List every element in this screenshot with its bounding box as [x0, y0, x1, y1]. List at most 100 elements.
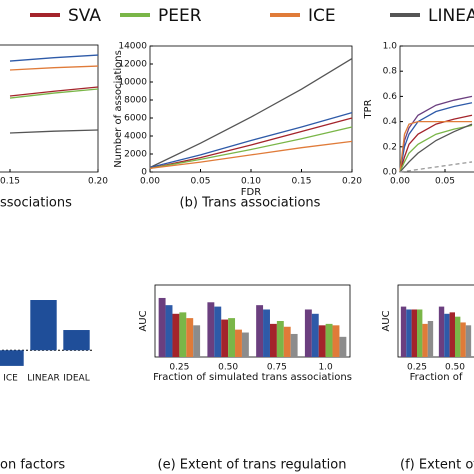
y-tick-label: 4000	[124, 132, 147, 142]
y-tick-label: 12000	[118, 60, 147, 70]
x-tick-label: 0.05	[435, 177, 455, 187]
bar	[179, 312, 187, 357]
x-tick-label: 0.75	[267, 363, 287, 373]
bar	[318, 325, 326, 357]
series-line	[399, 161, 473, 173]
bar	[455, 316, 461, 357]
x-axis-label: Fraction of	[410, 372, 463, 383]
bar	[325, 323, 333, 357]
bar	[438, 306, 445, 357]
y-tick-label: 0.6	[383, 92, 398, 102]
plot-frame	[399, 45, 474, 173]
y-tick-label: 2000	[124, 150, 147, 160]
bar	[465, 325, 472, 357]
bar	[172, 313, 180, 357]
bar	[411, 309, 417, 357]
bar	[207, 302, 215, 357]
bar	[63, 330, 90, 351]
series-line	[9, 129, 99, 134]
series-line	[9, 86, 99, 97]
x-tick-label: 0.10	[241, 177, 261, 187]
bar	[417, 309, 423, 357]
bar	[256, 305, 264, 357]
bar	[221, 319, 229, 357]
bar	[165, 305, 173, 357]
plot-frame	[154, 284, 351, 358]
x-tick-label: 0.25	[407, 363, 427, 373]
series-line	[149, 140, 353, 170]
x-axis-label: Fraction of simulated trans associations	[153, 372, 352, 383]
series-line	[399, 123, 473, 173]
bar	[460, 322, 466, 357]
series-line	[149, 117, 353, 170]
bar	[304, 309, 312, 357]
y-tick-label: 1.0	[383, 42, 398, 52]
x-tick-label: 0.15	[291, 177, 311, 187]
y-axis-label: Number of associations	[113, 50, 124, 168]
legend-label: SVA	[68, 6, 101, 26]
x-tick-label: 0.50	[218, 363, 238, 373]
x-tick-label: 1.0	[318, 363, 333, 373]
series-line	[9, 88, 99, 99]
bar	[30, 300, 57, 351]
caption: ssociations	[0, 196, 72, 211]
caption: (b) Trans associations	[180, 196, 321, 211]
series-line	[399, 95, 473, 173]
bar	[241, 332, 249, 357]
bar	[0, 350, 24, 366]
x-tick-label: 0.00	[140, 177, 160, 187]
x-axis-label: FDR	[241, 187, 261, 198]
bar	[283, 326, 291, 357]
bar	[444, 313, 450, 357]
bar	[427, 321, 434, 357]
bar	[228, 318, 236, 357]
x-tick-label: 0.50	[445, 363, 465, 373]
y-tick-label: 14000	[118, 42, 147, 52]
plot-frame	[0, 44, 99, 173]
bar	[269, 323, 277, 357]
y-axis-label: TPR	[363, 99, 374, 119]
x-tick-label: 0.15	[0, 177, 20, 187]
bar	[263, 309, 270, 357]
series-line	[149, 58, 353, 169]
y-tick-label: 0.2	[383, 142, 397, 152]
x-tick-label: IDEAL	[63, 374, 89, 384]
legend-label: LINEA	[428, 6, 474, 26]
series-line	[149, 111, 353, 169]
bar	[290, 333, 298, 357]
series-line	[9, 65, 99, 71]
bar	[311, 313, 319, 357]
bar	[276, 321, 284, 357]
legend-label: PEER	[158, 6, 202, 26]
y-tick-label: 0.4	[383, 117, 398, 127]
series-line	[399, 124, 473, 173]
bar	[422, 323, 428, 357]
y-axis-label: AUC	[138, 310, 149, 331]
bar	[186, 318, 194, 357]
series-line	[9, 54, 99, 62]
x-tick-label: 0.20	[88, 177, 108, 187]
series-line	[399, 102, 473, 173]
x-tick-label: 0.20	[342, 177, 362, 187]
x-tick-label: LINEAR	[27, 374, 60, 384]
x-tick-label: 0.05	[190, 177, 210, 187]
x-tick-label: 0.25	[169, 363, 189, 373]
bar	[193, 325, 201, 357]
y-tick-label: 6000	[124, 114, 147, 124]
y-tick-label: 8000	[124, 96, 147, 106]
y-tick-label: 10000	[118, 78, 147, 88]
bar	[158, 297, 166, 357]
series-line	[399, 120, 472, 173]
x-tick-label: ICE	[3, 374, 18, 384]
caption: on factors	[0, 458, 65, 473]
y-tick-label: 0	[141, 168, 147, 178]
bar	[400, 306, 407, 357]
x-tick-label: 0.00	[390, 177, 410, 187]
bar	[235, 329, 242, 357]
bar	[332, 325, 340, 357]
bar	[214, 306, 222, 357]
y-axis-label: AUC	[381, 310, 392, 331]
caption: (e) Extent of trans regulation	[158, 458, 347, 473]
legend-label: ICE	[308, 6, 336, 26]
